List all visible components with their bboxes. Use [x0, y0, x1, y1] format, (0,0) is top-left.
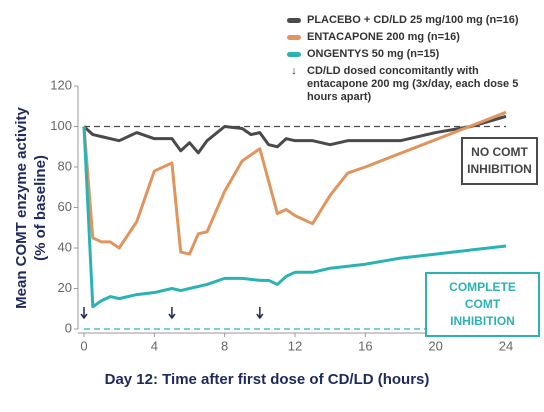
dose-arrow: [168, 307, 176, 320]
x-axis-label: Day 12: Time after first dose of CD/LD (…: [105, 371, 430, 388]
y-axis-label: Mean COMT enzyme activity: [13, 106, 30, 308]
y-tick-label: 40: [58, 239, 72, 254]
dose-arrow: [256, 307, 264, 320]
legend-swatch: [287, 35, 301, 40]
series-line: [82, 126, 507, 309]
legend-item: ↓ CD/LD dosed concomitantly with entacapo…: [287, 65, 539, 104]
x-tick-label: 4: [151, 338, 158, 353]
y-tick-label: 120: [50, 77, 72, 92]
legend-arrow: ↓: [291, 65, 297, 77]
series-line: [82, 114, 507, 155]
legend-swatch: [287, 52, 301, 57]
legend-item: ENTACAPONE 200 mg (n=16): [287, 31, 539, 44]
reference-label: NO COMT INHIBITION: [461, 137, 538, 185]
legend-label: PLACEBO + CD/LD 25 mg/100 mg (n=16): [307, 14, 519, 26]
x-tick-label: 12: [288, 338, 302, 353]
y-tick-label: 20: [58, 280, 72, 295]
legend-item: PLACEBO + CD/LD 25 mg/100 mg (n=16): [287, 14, 539, 27]
reference-label: COMPLETE COMT INHIBITION: [425, 272, 540, 337]
x-tick-label: 0: [80, 338, 87, 353]
dose-arrow: [80, 307, 88, 320]
y-tick-label: 60: [58, 199, 72, 214]
legend: PLACEBO + CD/LD 25 mg/100 mg (n=16) ENTAC…: [287, 14, 539, 108]
x-tick-label: 8: [221, 338, 228, 353]
y-tick-label: 80: [58, 158, 72, 173]
x-tick-label: 16: [358, 338, 372, 353]
x-tick-label: 24: [499, 338, 513, 353]
y-tick-label: 100: [50, 118, 72, 133]
y-axis-label: (% of baseline): [32, 155, 49, 261]
x-tick-label: 20: [428, 338, 442, 353]
legend-item: ONGENTYS 50 mg (n=15): [287, 48, 539, 61]
y-tick-label: 0: [65, 320, 72, 335]
legend-label: CD/LD dosed concomitantly with entacapon…: [307, 65, 519, 103]
legend-label: ONGENTYS 50 mg (n=15): [307, 48, 440, 60]
series-line: [82, 110, 507, 256]
legend-swatch: [287, 18, 301, 23]
legend-label: ENTACAPONE 200 mg (n=16): [307, 31, 460, 43]
